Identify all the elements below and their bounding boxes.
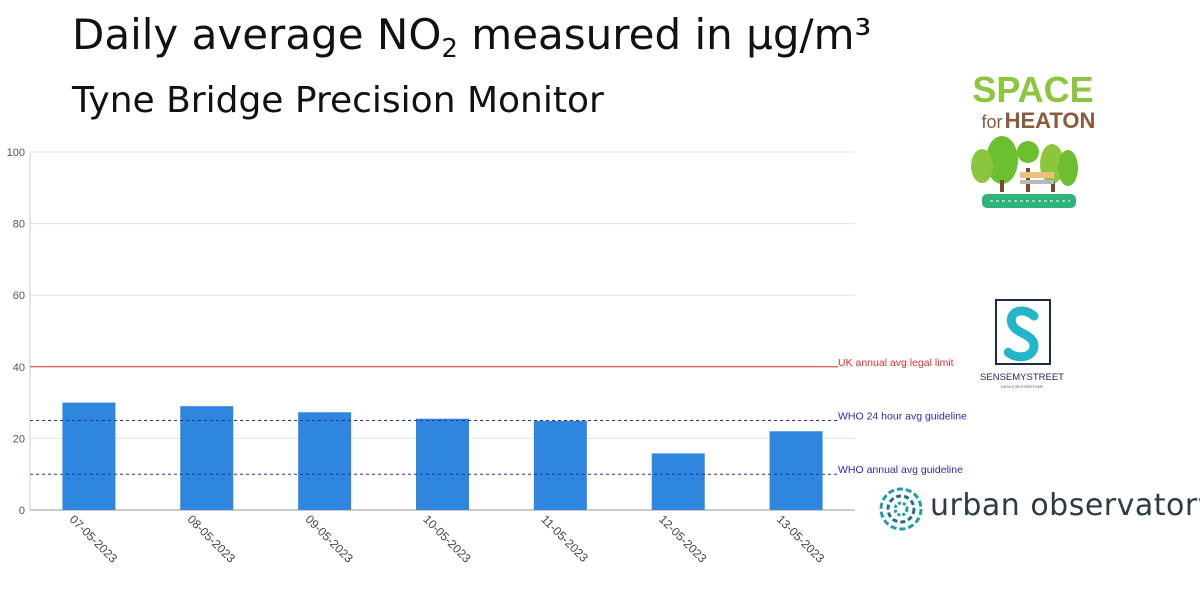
bar bbox=[533, 420, 587, 510]
space-for-heaton-logo: SPACE for HEATON bbox=[930, 68, 1136, 228]
sensemystreet-tagline: DATA FOR EVERYONE bbox=[1001, 384, 1044, 389]
reference-line-label: WHO 24 hour avg guideline bbox=[838, 411, 967, 423]
reference-line-label: WHO annual avg guideline bbox=[838, 464, 963, 476]
title-tail: measured in μg/m³ bbox=[457, 10, 872, 59]
x-tick-label: 12-05-2023 bbox=[656, 512, 710, 566]
y-tick-label: 80 bbox=[13, 219, 25, 231]
tree-icon bbox=[986, 136, 1018, 184]
urban-observatory-icon bbox=[879, 487, 923, 531]
x-tick-label: 10-05-2023 bbox=[420, 512, 474, 566]
y-tick-label: 60 bbox=[13, 290, 25, 302]
urban-observatory-text: urban observatory bbox=[930, 488, 1200, 523]
logo-space-text: SPACE bbox=[972, 69, 1093, 110]
bar bbox=[180, 406, 234, 510]
logo-heaton-text: HEATON bbox=[1005, 108, 1096, 133]
tree-icon bbox=[971, 149, 993, 183]
x-tick-label: 13-05-2023 bbox=[774, 512, 828, 566]
reference-line-label: UK annual avg legal limit bbox=[838, 357, 954, 369]
x-tick-label: 09-05-2023 bbox=[303, 512, 357, 566]
title-main: Daily average NO bbox=[72, 10, 442, 59]
logo-for-text: for bbox=[981, 112, 1002, 132]
bar bbox=[651, 453, 705, 510]
x-tick-label: 11-05-2023 bbox=[538, 512, 591, 565]
tree-icon bbox=[1017, 141, 1039, 163]
bar bbox=[769, 431, 823, 510]
y-tick-label: 100 bbox=[7, 147, 25, 159]
sensemystreet-logo: SENSEMYSTREET DATA FOR EVERYONE bbox=[980, 299, 1064, 389]
tree-icon bbox=[1058, 150, 1078, 186]
x-tick-label: 08-05-2023 bbox=[185, 512, 239, 566]
sensemystreet-text: SENSEMYSTREET bbox=[980, 372, 1064, 383]
x-tick-label: 07-05-2023 bbox=[67, 512, 121, 566]
y-tick-label: 20 bbox=[13, 433, 25, 445]
y-tick-label: 0 bbox=[19, 505, 25, 517]
bar bbox=[416, 418, 469, 510]
bar bbox=[62, 402, 116, 510]
s-icon bbox=[1003, 306, 1039, 362]
title-subscript: 2 bbox=[441, 34, 458, 64]
bar bbox=[298, 412, 352, 510]
bench-icon bbox=[1020, 172, 1054, 178]
chart-title: Daily average NO2 measured in μg/m³ bbox=[72, 10, 871, 64]
y-tick-label: 40 bbox=[13, 362, 25, 374]
chart-subtitle: Tyne Bridge Precision Monitor bbox=[72, 80, 604, 121]
